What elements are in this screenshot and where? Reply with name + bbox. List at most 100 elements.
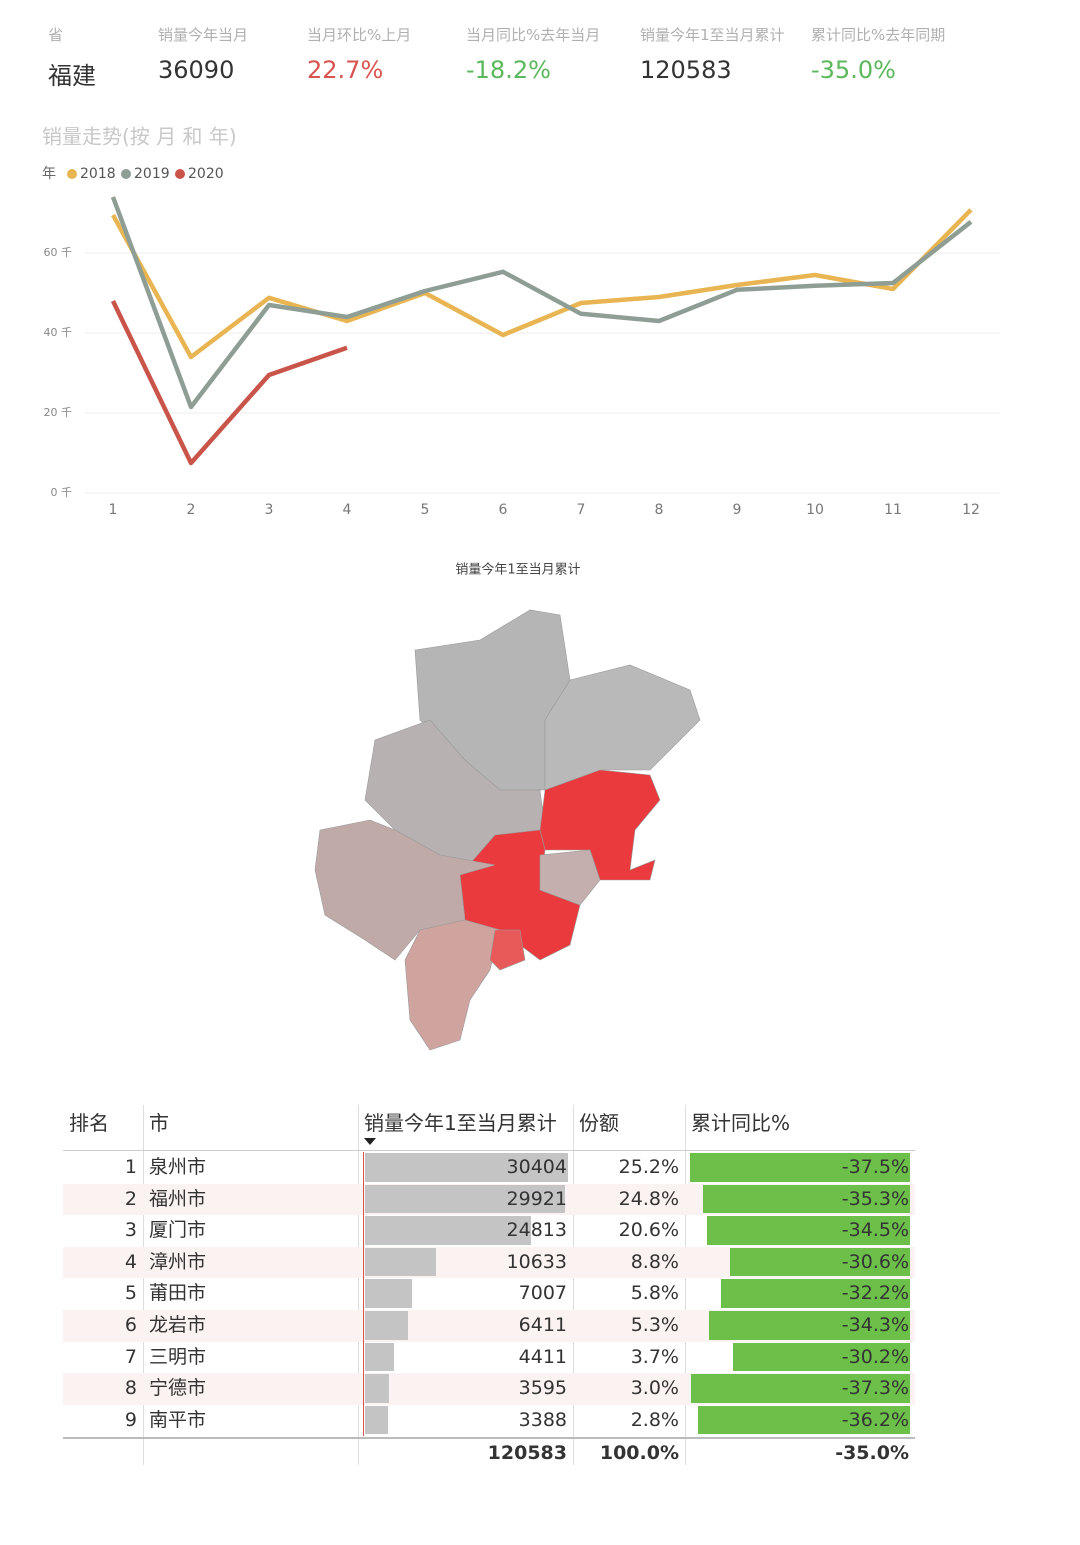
table-cell: 7: [124, 1345, 137, 1368]
table-cell: 7007: [518, 1282, 567, 1305]
x-tick-label: 2: [187, 502, 196, 518]
table-cell: 泉州市: [149, 1156, 207, 1178]
column-header: 份额: [579, 1111, 619, 1135]
table-cell: -32.2%: [841, 1282, 909, 1305]
chart-title: 销量走势(按 月 和 年): [42, 125, 237, 149]
sales-bar: [365, 1374, 389, 1403]
table-cell: -35.3%: [841, 1187, 909, 1210]
yoy-bar: [720, 1279, 910, 1308]
header-rule: [63, 1150, 915, 1151]
region: [539, 849, 601, 906]
yoy-bar: [730, 1247, 910, 1277]
line: [110, 300, 348, 466]
table-cell: 龙岩市: [149, 1314, 207, 1336]
column-divider: [573, 1105, 574, 1465]
legend-swatch: [175, 169, 185, 179]
table-cell: 5: [124, 1282, 137, 1305]
x-tick-label: 11: [884, 502, 902, 518]
x-tick-label: 3: [265, 502, 274, 518]
total-rule: [63, 1437, 915, 1440]
sales-bar: [365, 1247, 437, 1277]
yoy-bar: [702, 1184, 910, 1214]
sort-indicator: [364, 1138, 376, 1145]
y-tick-label: 40 千: [44, 326, 73, 339]
yoy-bar: [707, 1216, 910, 1245]
column-header: 排名: [69, 1111, 109, 1135]
sales-bar: [365, 1342, 395, 1372]
kpi-value: 36090: [158, 56, 235, 84]
total-cell: 100.0%: [599, 1442, 679, 1465]
legend-title: 年: [42, 166, 56, 182]
yoy-bar: [691, 1374, 910, 1403]
table-cell: 29921: [506, 1187, 567, 1210]
table-cell: -34.3%: [841, 1314, 909, 1336]
x-tick-label: 10: [806, 502, 824, 518]
table-cell: 3.7%: [630, 1345, 679, 1368]
map: [314, 609, 701, 1051]
yoy-bar: [697, 1405, 910, 1435]
table-cell: 30404: [506, 1156, 567, 1178]
column-divider: [358, 1105, 359, 1465]
column-divider: [685, 1105, 686, 1465]
table-cell: -30.6%: [841, 1250, 909, 1273]
region: [544, 664, 701, 791]
kpi-label: 累计同比%去年同期: [811, 26, 946, 44]
table-cell: 8.8%: [630, 1250, 679, 1273]
table-cell: -36.2%: [841, 1408, 909, 1431]
table-cell: 莆田市: [149, 1282, 207, 1305]
x-tick-label: 1: [109, 502, 118, 518]
legend-label: 2018: [80, 166, 116, 182]
table-cell: 5.3%: [630, 1314, 679, 1336]
table-cell: 3388: [518, 1408, 567, 1431]
legend-label: 2019: [134, 166, 170, 182]
table-cell: -37.5%: [841, 1156, 909, 1178]
kpi-label: 销量今年1至当月累计: [640, 26, 785, 44]
column-header: 市: [149, 1111, 169, 1135]
region: [404, 919, 501, 1051]
table-cell: 三明市: [149, 1345, 207, 1368]
y-tick-label: 20 千: [44, 406, 73, 419]
table-cell: 5.8%: [630, 1282, 679, 1305]
legend-swatch: [121, 169, 131, 179]
table-cell: 4411: [518, 1345, 567, 1368]
table-cell: 4: [124, 1250, 137, 1273]
x-tick-label: 12: [962, 502, 980, 518]
table-cell: 3: [124, 1219, 137, 1242]
table-cell: 24813: [506, 1219, 567, 1242]
kpi-value: 120583: [640, 56, 732, 84]
sales-bar: [365, 1184, 565, 1214]
x-tick-label: 6: [499, 502, 508, 518]
table-cell: 宁德市: [149, 1377, 207, 1400]
sales-bar: [365, 1279, 412, 1308]
legend-label: 2020: [188, 166, 224, 182]
table-cell: 南平市: [149, 1408, 207, 1431]
table-cell: 3595: [518, 1377, 567, 1400]
sales-bar: [365, 1216, 531, 1245]
sales-bar: [365, 1405, 388, 1435]
sales-bar: [365, 1311, 408, 1340]
y-tick-label: 0 千: [51, 486, 73, 499]
column-divider: [143, 1105, 144, 1465]
table-cell: 1: [124, 1156, 137, 1178]
total-cell: 120583: [487, 1442, 567, 1465]
yoy-bar: [708, 1311, 910, 1340]
table-cell: 9: [124, 1408, 137, 1431]
y-tick-label: 60 千: [44, 246, 73, 259]
total-cell: -35.0%: [835, 1442, 909, 1465]
yoy-bar: [732, 1342, 910, 1372]
table-cell: 3.0%: [630, 1377, 679, 1400]
kpi-label: 销量今年当月: [158, 26, 249, 44]
table-cell: 8: [124, 1377, 137, 1400]
x-tick-label: 8: [655, 502, 664, 518]
kpi-value: -18.2%: [466, 56, 551, 84]
x-tick-label: 4: [343, 502, 352, 518]
kpi-label: 当月同比%去年当月: [466, 26, 601, 44]
sales-bar: [365, 1153, 569, 1182]
yoy-bar: [689, 1153, 910, 1182]
table-cell: 20.6%: [618, 1219, 679, 1242]
table-cell: 25.2%: [618, 1156, 679, 1178]
x-tick-label: 5: [421, 502, 430, 518]
legend-swatch: [67, 169, 77, 179]
table-cell: 2.8%: [630, 1408, 679, 1431]
kpi-value: 福建: [48, 62, 96, 90]
